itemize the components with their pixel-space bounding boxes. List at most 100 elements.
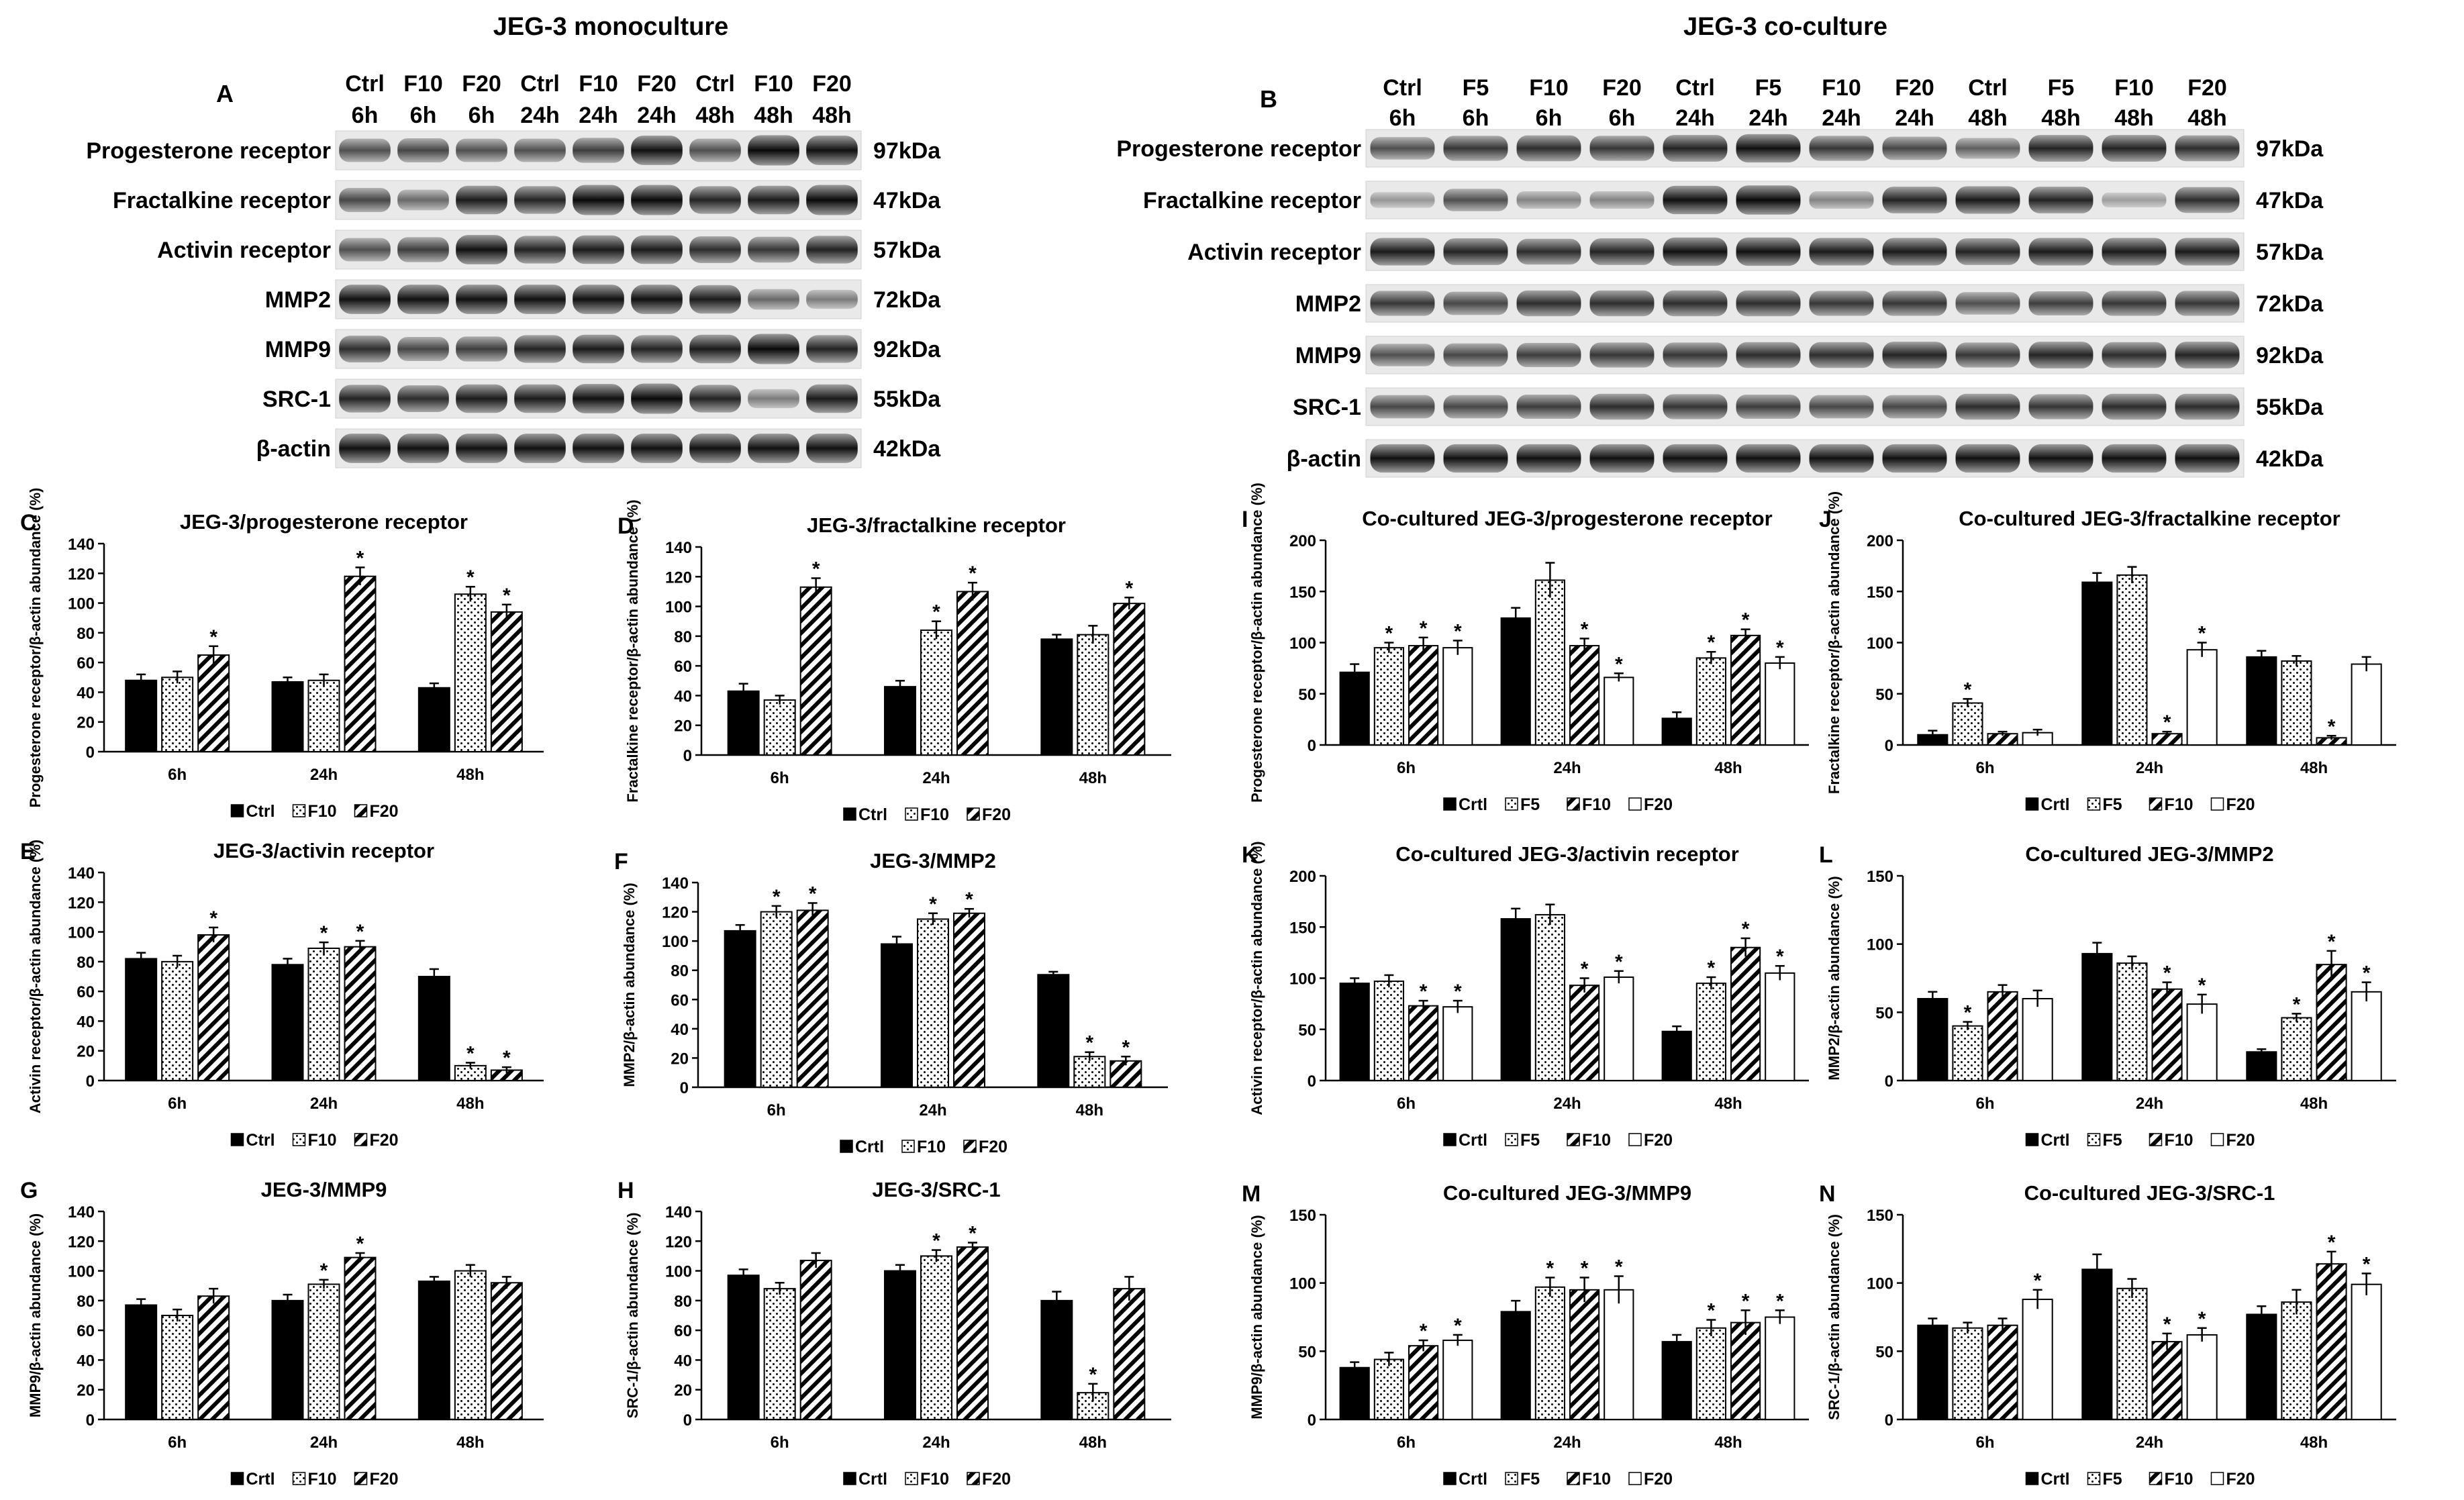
significance-star: * — [1708, 1300, 1716, 1322]
legend-swatch — [1567, 1472, 1580, 1485]
legend-label: F10 — [920, 805, 949, 824]
blot-band — [514, 335, 566, 363]
blot-protein-label: Activin receptor — [1187, 240, 1361, 265]
blot-band — [631, 434, 683, 463]
bar — [1373, 647, 1405, 746]
bar — [417, 1281, 450, 1420]
significance-star: * — [1615, 1256, 1623, 1279]
x-tick-label: 6h — [1975, 1095, 1994, 1113]
legend-label: Crtl — [1459, 1470, 1487, 1489]
legend-swatch — [292, 1133, 306, 1146]
blot-kda-label: 47kDa — [873, 188, 941, 213]
significance-star: * — [1964, 679, 1972, 701]
blot-band — [1736, 134, 1801, 163]
bar-charts: C JEG-3/progesterone receptor Progesterone… — [20, 483, 2396, 1489]
lane-label-treatment: F10 — [403, 71, 443, 97]
blot-band — [806, 335, 858, 363]
y-tick-label: 80 — [77, 625, 95, 643]
y-tick-label: 100 — [665, 1263, 692, 1281]
y-tick-label: 0 — [86, 1072, 95, 1091]
chart-title: JEG-3/SRC-1 — [872, 1178, 1000, 1201]
blot-band — [2028, 444, 2093, 473]
significance-star: * — [932, 601, 940, 623]
blot-kda-label: 57kDa — [2256, 240, 2324, 265]
bar — [271, 1299, 304, 1421]
bar — [1500, 1311, 1531, 1421]
blot-band — [1736, 185, 1801, 215]
legend-label: F20 — [370, 802, 399, 821]
x-tick-label: 24h — [2136, 759, 2163, 777]
y-tick-label: 120 — [68, 1233, 95, 1251]
legend-swatch — [901, 1140, 915, 1153]
lane-label-treatment: F10 — [2114, 75, 2154, 101]
bar — [1569, 985, 1600, 1082]
bar — [1952, 1327, 1983, 1421]
lane-label-time: 48h — [695, 103, 735, 128]
legend-label: F10 — [2165, 1131, 2194, 1150]
lane-label-time: 6h — [1536, 105, 1563, 131]
panel-label: M — [1242, 1181, 1261, 1207]
significance-star: * — [2163, 962, 2171, 985]
blot-strip — [1365, 232, 2245, 271]
significance-star: * — [1122, 1036, 1130, 1058]
bar — [1695, 983, 1727, 1081]
legend-swatch — [1628, 1472, 1642, 1485]
legend-swatch — [1505, 1133, 1518, 1146]
x-tick-label: 48h — [456, 1095, 484, 1113]
blot-band — [339, 285, 391, 314]
y-tick-label: 60 — [77, 654, 95, 672]
legend-label: F20 — [2226, 795, 2255, 814]
bar — [490, 1282, 523, 1421]
significance-star: * — [2328, 1232, 2336, 1254]
significance-star: * — [2198, 1308, 2206, 1330]
significance-star: * — [320, 1260, 328, 1282]
panel-label: L — [1819, 842, 1833, 868]
x-tick-label: 6h — [767, 1101, 786, 1119]
lane-label-treatment: F20 — [2187, 75, 2227, 101]
bar — [917, 918, 949, 1088]
y-tick-label: 0 — [1885, 737, 1893, 755]
y-tick-label: 100 — [665, 599, 692, 617]
blot-band — [339, 238, 391, 262]
chart-panel-h: H JEG-3/SRC-1 SRC-1/β-actin abundance (%) 0… — [618, 1178, 1171, 1489]
chart-panel-l: L Co-cultured JEG-3/MMP2 MMP2/β-actin abun… — [1819, 842, 2396, 1150]
y-tick-label: 60 — [674, 1322, 692, 1340]
blot-band — [1370, 291, 1435, 316]
significance-star: * — [1708, 632, 1716, 654]
y-tick-label: 100 — [1867, 1275, 1893, 1293]
lane-label-time: 24h — [1895, 105, 1934, 131]
blot-band — [806, 185, 858, 215]
bar — [1408, 645, 1439, 746]
blot-band — [1955, 444, 2020, 473]
bar — [1695, 1327, 1727, 1421]
y-axis-label: Activin receptor/β-actin abundance (%) — [27, 840, 44, 1113]
x-tick-label: 6h — [168, 1095, 187, 1113]
legend-swatch — [1505, 1472, 1518, 1485]
chart-panel-e: E JEG-3/activin receptor Activin receptor/… — [20, 839, 544, 1150]
x-tick-label: 24h — [919, 1101, 946, 1119]
blot-kda-label: 47kDa — [2256, 188, 2324, 213]
bar — [760, 911, 793, 1088]
legend-label: Crtl — [2041, 1131, 2070, 1150]
x-tick-label: 48h — [456, 1434, 484, 1452]
significance-star: * — [1420, 1320, 1428, 1342]
significance-star: * — [1454, 620, 1462, 642]
bar — [763, 1288, 796, 1420]
blot-band — [1882, 291, 1947, 316]
y-tick-label: 100 — [68, 595, 95, 613]
blot-band — [2028, 135, 2093, 162]
y-tick-label: 40 — [674, 687, 692, 705]
lane-label-treatment: F10 — [1822, 75, 1861, 101]
x-tick-label: 48h — [1076, 1101, 1103, 1119]
y-tick-label: 100 — [1289, 970, 1316, 989]
bar — [1373, 981, 1405, 1081]
blot-protein-label: SRC-1 — [262, 387, 331, 412]
bar — [1077, 634, 1110, 756]
blot-band — [2102, 238, 2167, 266]
bar — [1730, 634, 1761, 746]
significance-star: * — [2163, 711, 2171, 734]
blot-band — [2175, 444, 2240, 473]
blot-band — [1516, 135, 1581, 162]
legend-label: F5 — [1520, 1131, 1540, 1150]
blot-band — [397, 285, 449, 314]
